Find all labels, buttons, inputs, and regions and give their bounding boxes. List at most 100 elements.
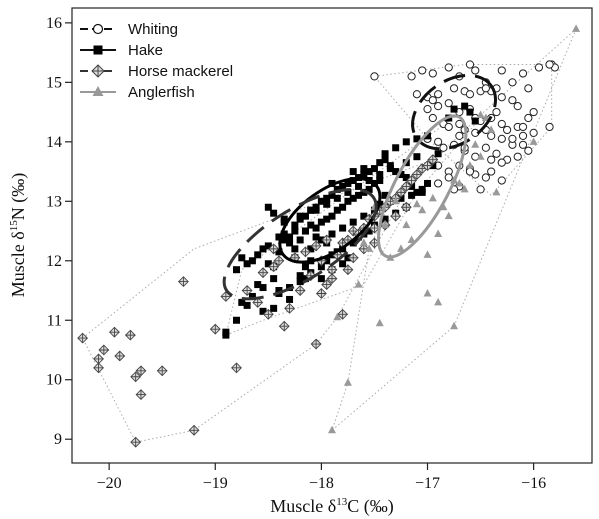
horse-mackerel-point: [109, 326, 120, 338]
hake-point: [296, 212, 304, 220]
horse-mackerel-point-cross: [114, 351, 125, 361]
hake-point: [333, 206, 341, 214]
whiting-point: [465, 60, 475, 69]
anglerfish-point: [492, 187, 501, 196]
hake-point: [392, 144, 400, 152]
anglerfish-point: [418, 205, 427, 214]
whiting-point: [476, 185, 485, 194]
hake-point: [376, 159, 384, 167]
y-tick-label: 15: [46, 74, 62, 91]
hake-point: [408, 191, 416, 199]
hake-point: [381, 215, 389, 223]
legend-entry-whiting: Whiting: [80, 21, 178, 38]
hake-point: [264, 203, 272, 211]
hake-point: [291, 227, 299, 235]
horse-mackerel-point: [257, 267, 269, 279]
horse-mackerel-point-cross: [327, 273, 337, 284]
x-tick-label: −19: [203, 475, 228, 492]
x-tick-label: −18: [309, 475, 334, 492]
hake-point: [264, 260, 272, 268]
anglerfish-point: [381, 220, 390, 229]
whiting-point: [455, 119, 464, 129]
horse-mackerel-point-cross: [390, 211, 401, 221]
y-tick-label: 13: [46, 193, 62, 210]
anglerfish-point: [460, 184, 469, 193]
anglerfish-point: [343, 378, 352, 386]
whiting-point: [518, 69, 528, 78]
anglerfish-point: [476, 110, 485, 119]
horse-mackerel-point-cross: [311, 339, 321, 349]
hake-point: [307, 221, 315, 229]
hake-point: [323, 194, 331, 202]
horse-mackerel-point-cross: [157, 366, 168, 376]
hake-point: [259, 284, 267, 292]
horse-mackerel-point-cross: [93, 354, 104, 364]
whiting-point: [412, 90, 421, 99]
hake-point: [275, 233, 283, 241]
horse-mackerel-point-cross: [321, 235, 332, 245]
legend-entry-hake: Hake: [80, 42, 163, 59]
horse-mackerel-point: [395, 186, 407, 198]
whiting-point: [518, 122, 528, 132]
hake-point: [301, 212, 309, 220]
horse-mackerel-point-cross: [77, 333, 88, 343]
hake-point: [254, 281, 262, 289]
hake-point: [307, 245, 315, 253]
x-axis-title-sup: 13: [336, 496, 348, 508]
hake-point: [232, 316, 240, 324]
horse-mackerel-point: [390, 210, 402, 222]
hake-point: [344, 188, 352, 196]
whiting-point: [434, 137, 443, 146]
whiting-point: [439, 143, 448, 152]
hake-point: [381, 191, 389, 199]
hake-point: [323, 200, 331, 208]
horse-mackerel-point-cross: [401, 181, 412, 192]
legend-marker-horse-mackerel: [91, 64, 105, 78]
horse-mackerel-point: [262, 308, 274, 320]
x-axis-title-suffix: C (‰): [347, 496, 394, 517]
horse-mackerel-point: [411, 169, 423, 180]
whiting-point: [434, 179, 443, 188]
hake-point: [259, 245, 267, 253]
horse-mackerel-point: [93, 362, 104, 374]
whiting-point: [497, 176, 506, 185]
legend-marker-anglerfish: [92, 86, 104, 96]
horse-mackerel-point-cross: [178, 276, 189, 287]
hake-point: [365, 227, 373, 235]
horse-mackerel-point: [130, 436, 142, 448]
anglerfish-point: [328, 425, 336, 434]
horse-mackerel-point-cross: [348, 253, 359, 263]
hake-point: [312, 206, 320, 214]
horse-mackerel-point: [342, 264, 354, 276]
horse-mackerel-point: [268, 261, 280, 273]
whiting-point: [444, 122, 453, 132]
horse-mackerel-point: [231, 362, 242, 374]
whiting-point: [465, 167, 475, 176]
hake-point: [339, 182, 347, 190]
hake-point: [328, 230, 336, 238]
legend-label-hake: Hake: [128, 42, 163, 59]
hake-point: [471, 117, 479, 125]
plot-frame: [71, 7, 593, 464]
hake-point: [312, 224, 320, 232]
ellipse-hake: [278, 177, 382, 264]
anglerfish-point: [471, 140, 480, 148]
hake-point: [286, 233, 294, 241]
hake-point: [317, 275, 325, 283]
x-axis-title-prefix: Muscle δ: [270, 496, 336, 516]
horse-mackerel-point: [326, 273, 338, 285]
x-tick-label: −16: [521, 475, 546, 492]
hake-point: [333, 194, 341, 202]
whiting-point: [481, 143, 490, 152]
horse-mackerel-point-cross: [136, 389, 146, 400]
horse-mackerel-point: [156, 365, 168, 377]
whiting-point: [545, 122, 554, 132]
anglerfish-point: [476, 152, 485, 160]
ellipse-anglerfish: [376, 114, 468, 259]
horse-mackerel-point: [135, 389, 147, 401]
whiting-point: [444, 99, 453, 108]
hake-point: [349, 176, 357, 184]
hake-point: [296, 278, 304, 286]
whiting-point: [434, 90, 443, 99]
anglerfish-point: [481, 113, 490, 122]
